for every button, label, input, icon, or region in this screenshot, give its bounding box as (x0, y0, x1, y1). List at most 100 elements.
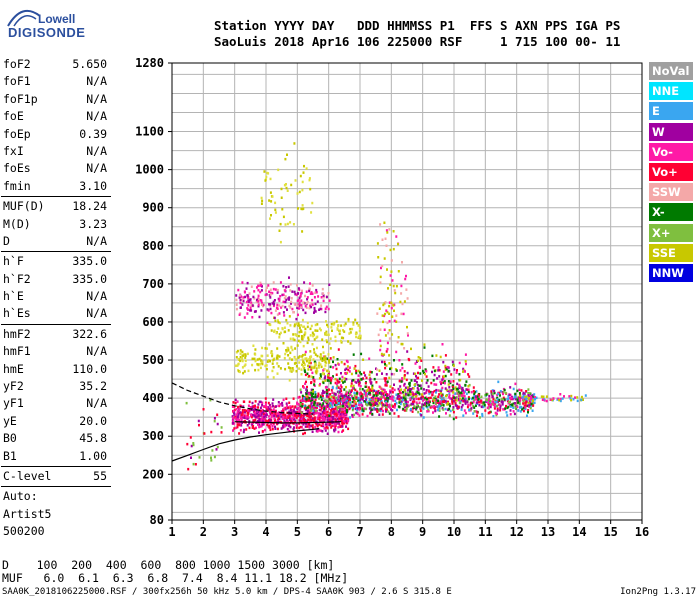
echo-point (258, 400, 261, 404)
echo-point (286, 427, 289, 431)
echo-point (248, 422, 251, 425)
echo-point (257, 406, 259, 409)
echo-point (413, 400, 416, 403)
echo-point (288, 379, 291, 382)
echo-point (361, 388, 364, 391)
echo-point (368, 392, 371, 396)
echo-point (395, 369, 398, 372)
echo-point (423, 398, 426, 401)
echo-point (304, 396, 307, 400)
echo-point (460, 391, 463, 394)
x-tick-label: 16 (635, 525, 649, 539)
echo-point (247, 308, 249, 311)
echo-point (300, 324, 303, 327)
echo-point (395, 402, 398, 405)
echo-point (297, 313, 299, 317)
echo-point (370, 396, 373, 400)
echo-point (259, 425, 262, 428)
echo-point (340, 372, 342, 375)
echo-point (381, 372, 383, 375)
echo-point (298, 395, 301, 399)
echo-point (261, 401, 264, 404)
echo-point (307, 406, 309, 409)
echo-point (290, 297, 293, 300)
echo-point (361, 413, 364, 416)
echo-point (387, 287, 389, 290)
echo-point (337, 386, 340, 389)
echo-point (487, 411, 490, 415)
echo-point (320, 398, 323, 401)
echo-point (256, 358, 259, 361)
echo-point (336, 406, 339, 409)
echo-point (266, 286, 268, 289)
echo-point (368, 398, 371, 401)
echo-point (293, 426, 295, 429)
echo-point (523, 406, 525, 410)
echo-point (341, 425, 344, 428)
echo-point (286, 308, 288, 311)
echo-point (499, 394, 501, 397)
echo-point (402, 396, 405, 399)
echo-point (304, 382, 307, 385)
echo-point (247, 369, 250, 373)
echo-point (351, 413, 354, 417)
param-value: N/A (86, 109, 107, 124)
echo-point (335, 367, 338, 371)
echo-point (334, 377, 337, 381)
echo-point (354, 318, 357, 322)
echo-point (472, 405, 475, 408)
echo-point (289, 407, 292, 410)
echo-point (288, 410, 291, 413)
echo-point (385, 229, 388, 232)
echo-point (517, 396, 520, 399)
echo-point (297, 298, 300, 302)
echo-point (415, 375, 417, 378)
echo-point (283, 423, 286, 426)
echo-point (251, 423, 254, 427)
echo-point (314, 406, 317, 409)
echo-point (365, 376, 368, 380)
echo-point (330, 426, 333, 429)
echo-point (289, 369, 292, 373)
echo-point (310, 375, 313, 378)
echo-point (303, 397, 306, 400)
echo-point (252, 425, 255, 428)
legend-item: X+ (649, 223, 693, 242)
echo-point (282, 311, 285, 314)
echo-point (383, 353, 386, 356)
echo-point (274, 288, 277, 291)
echo-point (289, 405, 292, 408)
echo-point (464, 360, 467, 363)
echo-point (269, 405, 272, 409)
echo-point (273, 303, 276, 306)
echo-point (313, 364, 316, 368)
echo-point (478, 404, 481, 407)
echo-point (355, 404, 358, 408)
echo-point (235, 413, 238, 416)
echo-point (250, 304, 253, 307)
echo-point (404, 397, 407, 401)
echo-point (433, 407, 436, 410)
echo-point (310, 305, 313, 309)
echo-point (447, 400, 449, 404)
echo-point (410, 388, 413, 391)
echo-point (393, 383, 395, 386)
echo-point (254, 310, 257, 313)
echo-point (309, 327, 312, 331)
echo-point (281, 327, 284, 330)
echo-point (236, 423, 239, 426)
echo-point (242, 296, 245, 299)
param-row: h`F2 335.0 (1, 271, 111, 288)
param-label: h`F2 (3, 271, 31, 286)
echo-point (453, 368, 456, 371)
echo-point (440, 398, 443, 401)
echo-point (427, 385, 430, 388)
echo-point (220, 426, 223, 429)
echo-point (414, 407, 417, 411)
echo-point (316, 424, 319, 428)
echo-point (582, 398, 584, 401)
echo-point (423, 346, 426, 349)
echo-point (384, 301, 387, 304)
echo-point (394, 404, 397, 407)
echo-point (308, 287, 311, 290)
